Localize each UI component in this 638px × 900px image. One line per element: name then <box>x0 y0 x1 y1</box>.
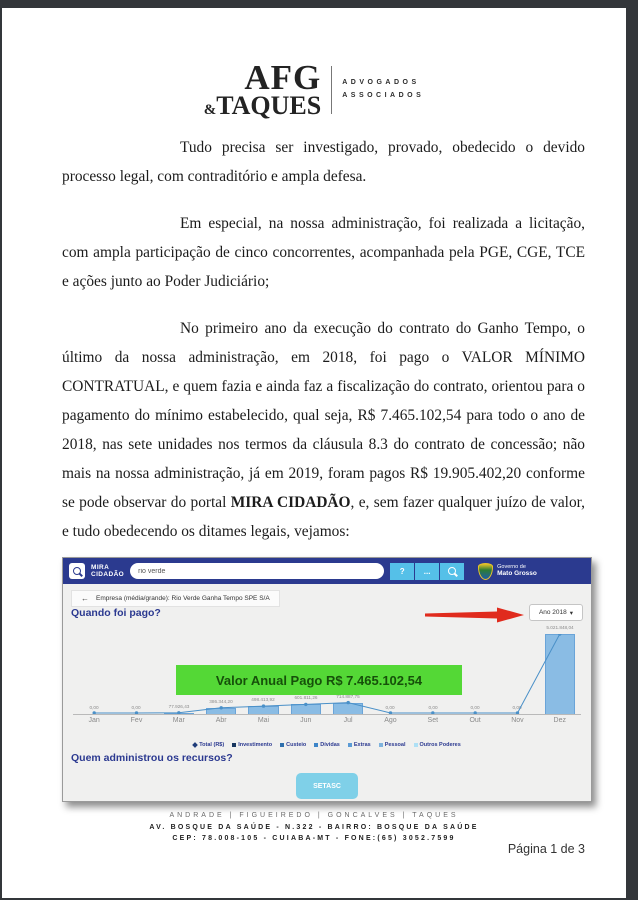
legend-marker-icon <box>378 743 383 747</box>
paragraph-1: Tudo precisa ser investigado, provado, o… <box>62 139 585 185</box>
footer-address-line2: CEP: 78.008-105 - CUIABA-MT - FONE:(65) … <box>172 835 456 843</box>
year-dropdown[interactable]: Ano 2018 ▾ <box>529 604 583 621</box>
legend-item: Dívidas <box>314 742 340 748</box>
chart-column: 0,00 <box>496 634 538 714</box>
chart-column: 0,00 <box>454 634 496 714</box>
search-input[interactable] <box>130 563 385 579</box>
mira-logo-icon[interactable] <box>69 563 85 579</box>
legend-item: Extras <box>347 742 371 748</box>
chart-month-axis: Jan Fev Mar Abr Mai Jun Jul Ago Set Out Nov Dez <box>73 717 581 724</box>
question-admin: Quem administrou os recursos? <box>71 752 233 764</box>
legend-marker-icon <box>347 743 352 747</box>
setasc-button[interactable]: SETASC <box>296 773 358 799</box>
chart-column: 0,00 <box>73 634 115 714</box>
legend-marker-icon <box>192 742 199 748</box>
logo-advogados-text: ADVOGADOS <box>342 78 420 86</box>
chart-line-overlay <box>92 634 562 714</box>
bold-mira-cidadao: MIRA CIDADÃO <box>230 494 351 511</box>
chart-column: 0,00 <box>115 634 157 714</box>
legend-label: Dívidas <box>320 742 340 748</box>
chart-month-label: Jun <box>300 717 312 724</box>
legend-item: Pessoal <box>378 742 406 748</box>
chart-month-label: Mar <box>172 717 185 724</box>
chart-month-label: Out <box>469 717 481 724</box>
breadcrumb[interactable]: ← Empresa (média/grande): Rio Verde Ganh… <box>71 590 280 607</box>
chart-point-label: 77.926,43 <box>168 704 190 710</box>
chevron-down-icon: ▾ <box>569 609 574 617</box>
chart-point-label: 601.811,26 <box>294 696 318 701</box>
legend-item: Outros Poderes <box>413 742 461 748</box>
legend-marker-icon <box>232 743 237 747</box>
legend-marker-icon <box>314 743 319 747</box>
search-button[interactable] <box>440 562 465 580</box>
paragraph-2: Em especial, na nossa administração, foi… <box>62 215 585 290</box>
mira-cidadao-logo: MIRA CIDADÃO <box>91 563 125 578</box>
chart-month-label: Dez <box>553 717 566 724</box>
footer-address-line1: AV. BOSQUE DA SAÚDE - N.322 - BAIRRO: BO… <box>149 824 479 831</box>
question-when-paid: Quando foi pago? <box>71 607 161 619</box>
letter-footer: ANDRADE | FIGUEIREDO | GONCALVES | TAQUE… <box>2 812 626 844</box>
ellipsis-icon: ... <box>423 566 431 576</box>
chart-legend: Total (R$) Investimento Custeio Dívidas Extr… <box>63 742 591 748</box>
chart-month-label: Jul <box>343 717 353 724</box>
legend-marker-icon <box>413 743 418 747</box>
chart-month-label: Abr <box>215 717 227 724</box>
chart-point-label: 5.021.848,04 <box>546 625 574 631</box>
legend-label: Outros Poderes <box>419 742 461 748</box>
chart-point-label: 498.413,92 <box>251 697 276 703</box>
logo-associados-text: ASSOCIADOS <box>342 91 425 99</box>
chart-point-label: 386.344,20 <box>209 699 233 705</box>
annual-value-banner: Valor Anual Pago R$ 7.465.102,54 <box>176 665 462 695</box>
chart-point-label: 0,00 <box>131 705 142 711</box>
legend-label: Custeio <box>286 742 307 748</box>
help-button[interactable]: ? <box>390 562 415 580</box>
legend-marker-icon <box>280 743 285 747</box>
help-icon: ? <box>399 566 405 576</box>
logo-taques-text: &TAQUES <box>203 90 322 120</box>
chart-point-label: 0,00 <box>385 705 396 711</box>
page-number: Página 1 de 3 <box>507 842 585 856</box>
document-page: AFG &TAQUES ADVOGADOS ASSOCIADOS Tudo pr… <box>2 8 626 898</box>
search-icon <box>448 567 457 575</box>
portal-header: MIRA CIDADÃO ? ... Governo de Mato <box>63 558 591 584</box>
governo-mato-grosso-logo: Governo de Mato Grosso <box>478 562 537 580</box>
chart-point-label: 0,00 <box>89 705 99 711</box>
chart-month-label: Mai <box>257 717 270 724</box>
chart-point-label: 0,00 <box>428 705 438 711</box>
chart-month-label: Fev <box>130 717 143 724</box>
legend-item: Custeio <box>280 742 306 748</box>
logo-ampersand: & <box>203 101 217 118</box>
paragraph-3: No primeiro ano da execução do contrato … <box>62 320 586 540</box>
chart-month-label: Nov <box>511 717 524 724</box>
back-arrow-icon[interactable]: ← <box>81 594 89 603</box>
letterhead-logo: AFG &TAQUES ADVOGADOS ASSOCIADOS <box>2 58 626 120</box>
red-annotation-arrow <box>425 607 524 623</box>
more-button[interactable]: ... <box>415 562 440 580</box>
chart-point-label: 0,00 <box>512 705 522 711</box>
legend-label: Investimento <box>238 742 273 748</box>
legend-label: Pessoal <box>384 742 406 748</box>
chart-point-label: 0,00 <box>470 705 480 711</box>
chart-month-label: Ago <box>384 717 397 724</box>
legend-label: Total (R$) <box>199 742 225 748</box>
magnifier-icon <box>73 567 81 575</box>
legend-item: Investimento <box>232 742 272 748</box>
chart-point-label: 714.887,75 <box>336 694 360 699</box>
breadcrumb-label: Empresa (média/grande): Rio Verde Ganha … <box>96 595 270 602</box>
logo-divider <box>331 65 333 114</box>
coat-of-arms-icon <box>478 562 494 580</box>
chart-axis-line <box>73 714 581 715</box>
footer-partner-names: ANDRADE | FIGUEIREDO | GONCALVES | TAQUE… <box>169 812 459 819</box>
chart-month-label: Set <box>427 717 439 724</box>
legend-label: Extras <box>353 742 371 748</box>
logo-afg-text: AFG <box>244 58 322 97</box>
chart-month-label: Jan <box>88 717 100 724</box>
chart-column: 0,00 <box>412 634 454 714</box>
legend-item: Total (R$) <box>192 742 225 748</box>
chart-column: 0,00 <box>369 634 411 714</box>
portal-screenshot: MIRA CIDADÃO ? ... Governo de Mato <box>62 557 592 802</box>
document-body: Tudo precisa ser investigado, provado, o… <box>62 133 585 546</box>
